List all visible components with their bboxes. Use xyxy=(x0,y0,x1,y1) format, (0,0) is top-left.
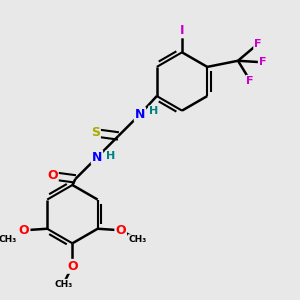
Text: O: O xyxy=(115,224,126,237)
Text: O: O xyxy=(67,260,78,273)
Text: F: F xyxy=(254,39,262,49)
Text: H: H xyxy=(106,151,116,161)
Text: S: S xyxy=(91,126,100,140)
Text: N: N xyxy=(92,151,102,164)
Text: O: O xyxy=(19,224,29,237)
Text: N: N xyxy=(135,108,145,121)
Text: CH₃: CH₃ xyxy=(0,235,16,244)
Text: H: H xyxy=(149,106,158,116)
Text: F: F xyxy=(259,57,266,67)
Text: F: F xyxy=(247,76,254,86)
Text: CH₃: CH₃ xyxy=(128,235,147,244)
Text: CH₃: CH₃ xyxy=(54,280,72,289)
Text: I: I xyxy=(180,24,184,37)
Text: O: O xyxy=(47,169,58,182)
